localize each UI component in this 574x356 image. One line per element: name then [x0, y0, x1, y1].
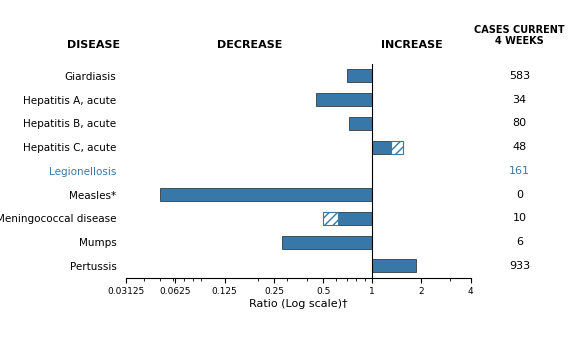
X-axis label: Ratio (Log scale)†: Ratio (Log scale)† — [249, 299, 348, 309]
Bar — [160, 188, 373, 201]
Text: 0: 0 — [516, 190, 523, 200]
Text: 10: 10 — [513, 213, 526, 223]
Text: DISEASE: DISEASE — [67, 40, 121, 50]
Bar — [373, 141, 391, 154]
Text: INCREASE: INCREASE — [381, 40, 443, 50]
Text: 80: 80 — [513, 119, 526, 129]
Bar — [373, 259, 416, 272]
Text: 933: 933 — [509, 261, 530, 271]
Bar — [323, 212, 338, 225]
Text: 583: 583 — [509, 71, 530, 81]
Bar — [391, 141, 404, 154]
Bar — [323, 212, 373, 225]
Text: 6: 6 — [516, 237, 523, 247]
Text: 34: 34 — [513, 95, 526, 105]
Bar — [282, 236, 373, 248]
Bar — [316, 93, 373, 106]
Text: DECREASE: DECREASE — [216, 40, 282, 50]
Text: 48: 48 — [513, 142, 526, 152]
Text: CASES CURRENT
4 WEEKS: CASES CURRENT 4 WEEKS — [474, 25, 565, 46]
Bar — [347, 69, 373, 83]
Text: 161: 161 — [509, 166, 530, 176]
Bar — [349, 117, 373, 130]
